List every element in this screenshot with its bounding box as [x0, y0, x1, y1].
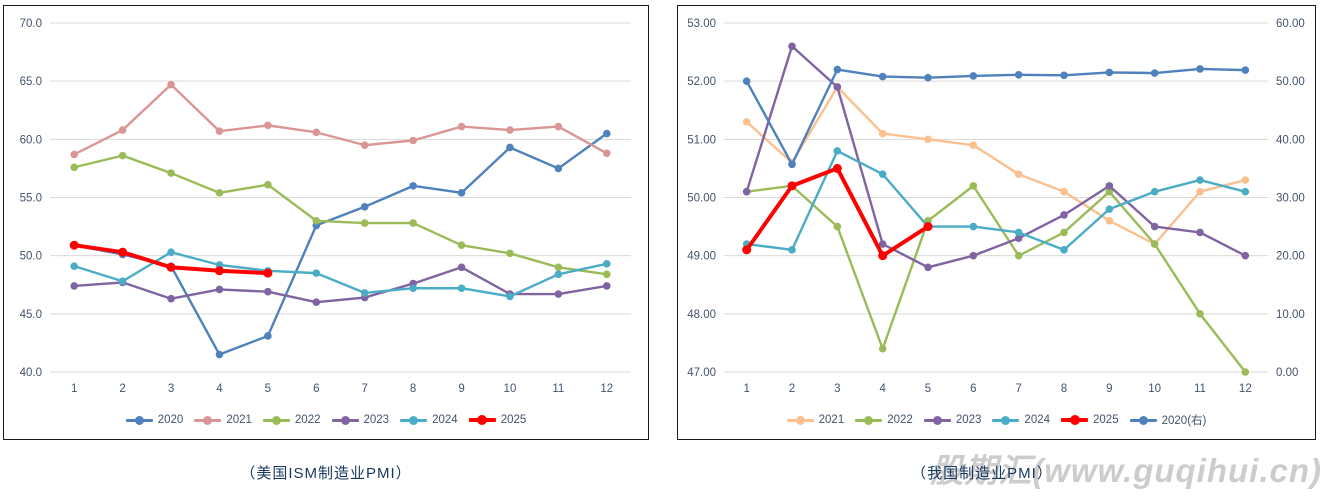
legend-item-2025: 2025: [1061, 414, 1119, 426]
svg-text:6: 6: [970, 383, 976, 395]
legend-label: 2023: [363, 414, 390, 426]
svg-text:10.00: 10.00: [1276, 309, 1305, 321]
legend-item-2023: 2023: [331, 414, 390, 426]
legend-item-2024: 2024: [992, 414, 1050, 426]
svg-text:4: 4: [216, 383, 223, 395]
china-pmi-legend: 2021 2022 2023 2024 2025 2020(右): [678, 406, 1315, 434]
us-chart-caption: （美国ISM制造业PMI）: [240, 465, 412, 482]
svg-text:49.00: 49.00: [687, 251, 716, 263]
svg-text:3: 3: [168, 383, 174, 395]
legend-line-dot-icon: [1129, 415, 1157, 426]
svg-text:50.00: 50.00: [1276, 76, 1305, 88]
svg-text:70.0: 70.0: [20, 18, 42, 30]
svg-text:10: 10: [1148, 383, 1161, 395]
svg-text:48.00: 48.00: [687, 309, 716, 321]
svg-text:11: 11: [1194, 383, 1206, 395]
legend-item-2023: 2023: [923, 414, 982, 426]
svg-text:50.00: 50.00: [687, 193, 716, 205]
legend-line-dot-icon: [194, 415, 222, 426]
svg-text:1: 1: [71, 383, 77, 395]
svg-text:47.00: 47.00: [687, 367, 716, 379]
svg-text:3: 3: [834, 383, 840, 395]
svg-text:2: 2: [789, 383, 795, 395]
legend-item-2020: 2020: [125, 414, 184, 426]
legend-item-2021: 2021: [194, 414, 252, 426]
china-pmi-chart: 53.00 52.00 51.00 50.00 49.00 48.00 47.00 60.00…: [677, 5, 1316, 440]
svg-text:1: 1: [743, 383, 749, 395]
us-ism-pmi-chart: 70.0 65.0 60.0 55.0 50.0 45.0 40.0 1 2 3 4 5 6 7 8 9 10 1…: [3, 5, 649, 440]
legend-item-2020(右): 2020(右): [1129, 412, 1207, 428]
svg-text:10: 10: [504, 383, 517, 395]
svg-text:30.00: 30.00: [1276, 193, 1305, 205]
svg-text:9: 9: [1106, 383, 1112, 395]
svg-text:9: 9: [458, 383, 464, 395]
svg-text:45.0: 45.0: [20, 309, 42, 321]
svg-text:55.0: 55.0: [20, 193, 42, 205]
legend-line-dot-icon: [923, 415, 951, 426]
svg-text:5: 5: [265, 383, 271, 395]
legend-label: 2023: [955, 414, 982, 426]
legend-item-2021: 2021: [786, 414, 845, 426]
svg-text:7: 7: [362, 383, 368, 395]
svg-text:53.00: 53.00: [687, 18, 716, 30]
legend-label: 2022: [887, 414, 913, 426]
svg-text:40.0: 40.0: [20, 367, 42, 379]
us-ism-pmi-plot: 70.065.060.055.050.045.040.01 2 3 4 5 6 7 8 9 10 1…: [20, 18, 631, 395]
svg-text:60.00: 60.00: [1276, 18, 1305, 30]
svg-text:0.00: 0.00: [1276, 367, 1298, 379]
legend-line-dot-icon: [1061, 415, 1089, 426]
svg-text:51.00: 51.00: [687, 134, 716, 146]
legend-line-dot-icon: [992, 415, 1020, 426]
svg-text:65.0: 65.0: [20, 76, 42, 88]
svg-text:8: 8: [1061, 383, 1067, 395]
svg-text:2: 2: [119, 383, 125, 395]
svg-text:20.00: 20.00: [1276, 251, 1305, 263]
china-chart-caption: （我国制造业PMI）: [911, 465, 1053, 482]
legend-label: 2025: [500, 414, 527, 426]
svg-text:40.00: 40.00: [1276, 134, 1305, 146]
svg-text:5: 5: [925, 383, 931, 395]
china-pmi-plot: 53.0052.0051.0050.0049.0048.0047.0060.00…: [687, 18, 1305, 395]
legend-label: 2024: [432, 414, 458, 426]
legend-item-2022: 2022: [262, 414, 321, 426]
svg-text:6: 6: [313, 383, 319, 395]
legend-line-dot-icon: [262, 415, 290, 426]
legend-line-dot-icon: [125, 415, 153, 426]
legend-label: 2021: [226, 414, 252, 426]
svg-text:60.0: 60.0: [20, 134, 42, 146]
svg-text:52.00: 52.00: [687, 76, 716, 88]
svg-text:12: 12: [600, 383, 613, 395]
svg-text:4: 4: [879, 383, 886, 395]
legend-line-dot-icon: [400, 415, 428, 426]
legend-label: 2025: [1093, 414, 1119, 426]
legend-label: 2024: [1024, 414, 1051, 426]
svg-text:11: 11: [552, 383, 564, 395]
us-ism-pmi-legend: 2020 2021 2022 2023 2024 2025: [4, 406, 648, 434]
svg-text:8: 8: [410, 383, 416, 395]
legend-label: 2020(右): [1161, 415, 1207, 427]
watermark: 股期汇(www.guqihui.cn): [930, 452, 1322, 489]
legend-item-2024: 2024: [400, 414, 458, 426]
legend-line-dot-icon: [468, 415, 496, 426]
legend-item-2025: 2025: [468, 414, 527, 426]
legend-line-dot-icon: [786, 415, 814, 426]
legend-label: 2020: [157, 414, 184, 426]
legend-label: 2021: [818, 414, 845, 426]
legend-label: 2022: [294, 414, 321, 426]
svg-text:7: 7: [1015, 383, 1021, 395]
legend-line-dot-icon: [331, 415, 359, 426]
legend-line-dot-icon: [855, 415, 883, 426]
legend-item-2022: 2022: [855, 414, 913, 426]
svg-text:50.0: 50.0: [20, 251, 42, 263]
svg-text:12: 12: [1239, 383, 1252, 395]
